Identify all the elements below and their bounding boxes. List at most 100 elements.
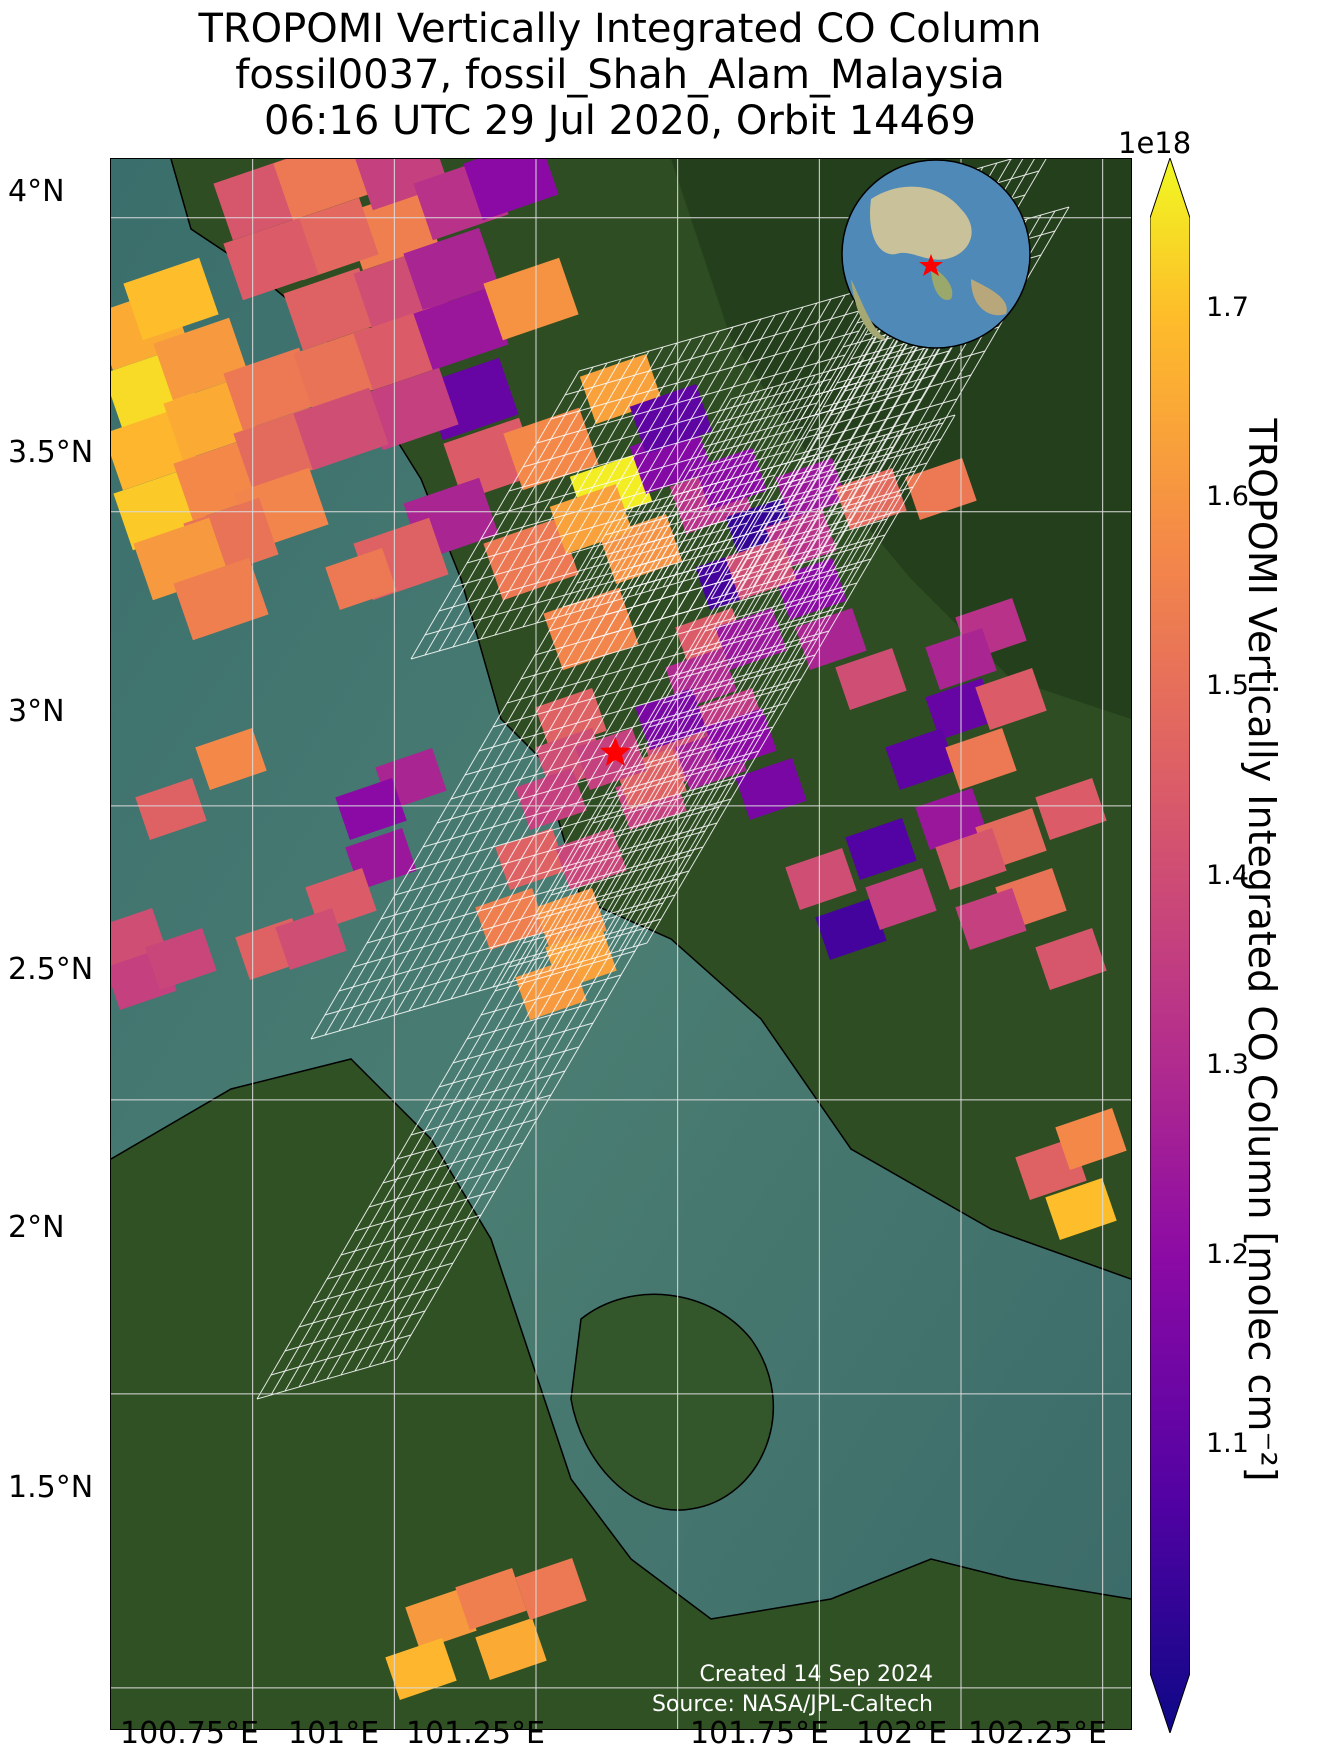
co-pixel xyxy=(195,728,267,790)
lat-tick-label: 4°N xyxy=(8,174,65,209)
footprint-line xyxy=(326,1238,468,1280)
co-pixel xyxy=(325,548,397,610)
co-pixel xyxy=(283,267,379,351)
footprint-line xyxy=(270,1334,412,1376)
footprint-line xyxy=(284,1310,426,1352)
footprint-line xyxy=(808,398,922,432)
footprint-line xyxy=(520,582,858,680)
footprint-line xyxy=(494,950,636,992)
lon-tick-label: 102°E xyxy=(856,1716,948,1751)
co-pixel xyxy=(795,608,867,670)
footprint-line xyxy=(452,498,762,588)
map-canvas xyxy=(111,159,1131,1729)
map-panel: Created 14 Sep 2024 Source: NASA/JPL-Cal… xyxy=(110,158,1132,1730)
colorbar-exponent: 1e18 xyxy=(1118,126,1192,160)
lat-tick-label: 2.5°N xyxy=(8,952,94,987)
co-pixel xyxy=(223,347,319,431)
map-subtitle-time: 06:16 UTC 29 Jul 2020, Orbit 14469 xyxy=(264,98,976,144)
globe-icon xyxy=(841,159,1031,349)
co-pixel xyxy=(815,898,887,960)
co-pixel xyxy=(885,728,957,790)
footprint-line xyxy=(780,446,894,480)
co-pixel xyxy=(865,868,937,930)
footprint-line xyxy=(310,942,648,1040)
footprint-line xyxy=(766,470,880,504)
site-star-marker xyxy=(600,736,631,766)
footprint-line xyxy=(396,1118,538,1160)
footprint-line xyxy=(752,494,866,528)
co-pixel xyxy=(403,227,499,311)
footprint-line xyxy=(436,726,774,824)
co-pixel xyxy=(413,287,509,371)
footprint-line xyxy=(466,998,608,1040)
footprint-line xyxy=(550,330,860,420)
footprint-line xyxy=(354,1190,496,1232)
lat-tick-label: 3.5°N xyxy=(8,435,94,470)
footprint-line xyxy=(422,750,760,848)
footprint-line xyxy=(522,378,832,468)
co-pixel xyxy=(935,828,1007,890)
co-pixel xyxy=(363,367,459,451)
footprint-line xyxy=(380,822,718,920)
co-pixel xyxy=(975,668,1047,730)
co-pixel xyxy=(475,888,547,950)
footprint-line xyxy=(564,306,874,396)
map-subtitle-site: fossil0037, fossil_Shah_Alam_Malaysia xyxy=(235,52,1005,98)
footprint-line xyxy=(410,570,720,660)
footprint-line xyxy=(830,374,972,416)
footprint-line xyxy=(478,654,816,752)
co-pixel xyxy=(629,384,713,454)
co-pixel xyxy=(945,728,1017,790)
footprint-line xyxy=(438,1046,580,1088)
footprint-line xyxy=(492,630,830,728)
footprint-line xyxy=(814,362,928,396)
footprint-line xyxy=(494,426,804,516)
co-pixel xyxy=(173,557,269,641)
footprint-line xyxy=(536,354,846,444)
co-pixel xyxy=(385,1638,457,1700)
sumatra-land xyxy=(111,1059,1131,1729)
colorbar-tick: 1.2 xyxy=(1206,1239,1249,1270)
co-pixel xyxy=(463,159,559,221)
footprint-line xyxy=(368,1166,510,1208)
co-pixel xyxy=(153,317,249,401)
colorbar-tick: 1.3 xyxy=(1206,1049,1249,1080)
footprint-line xyxy=(466,474,776,564)
footprint-line xyxy=(366,846,704,944)
co-pixel xyxy=(835,648,907,710)
co-pixel xyxy=(905,458,977,520)
footprint-line xyxy=(710,566,824,600)
footprint-line xyxy=(794,422,908,456)
colorbar-tick: 1.1 xyxy=(1206,1428,1249,1459)
footprint-line xyxy=(352,870,690,968)
co-pixel xyxy=(145,928,217,990)
co-pixel xyxy=(335,778,407,840)
co-pixel xyxy=(915,788,987,850)
graticule xyxy=(111,159,1131,1729)
footprint-line xyxy=(340,1214,482,1256)
co-pixel xyxy=(455,1568,527,1630)
footprint-line xyxy=(508,402,818,492)
rupat-island xyxy=(571,1294,774,1511)
co-pixel xyxy=(635,688,707,750)
lat-tick-label: 2°N xyxy=(8,1210,65,1245)
footprint-line xyxy=(724,542,838,576)
co-pixel xyxy=(515,768,587,830)
co-pixel xyxy=(293,387,389,471)
footprint-line xyxy=(394,798,732,896)
footprint-line xyxy=(324,918,662,1016)
co-pixel xyxy=(955,888,1027,950)
co-pixel xyxy=(123,257,219,341)
footprint-line xyxy=(452,1022,594,1064)
co-pixel xyxy=(1035,928,1107,990)
footprint-line xyxy=(480,450,790,540)
colorbar xyxy=(1150,158,1190,1733)
colorbar-label: TROPOMI Vertically Integrated CO Column … xyxy=(1240,418,1284,1482)
credit-created: Created 14 Sep 2024 xyxy=(699,1662,934,1687)
co-pixel xyxy=(275,908,347,970)
footprint-line xyxy=(408,774,746,872)
co-pixel xyxy=(735,758,807,820)
co-pixel xyxy=(845,818,917,880)
co-pixel xyxy=(503,407,599,491)
lon-tick-label: 100.75°E xyxy=(120,1716,259,1751)
